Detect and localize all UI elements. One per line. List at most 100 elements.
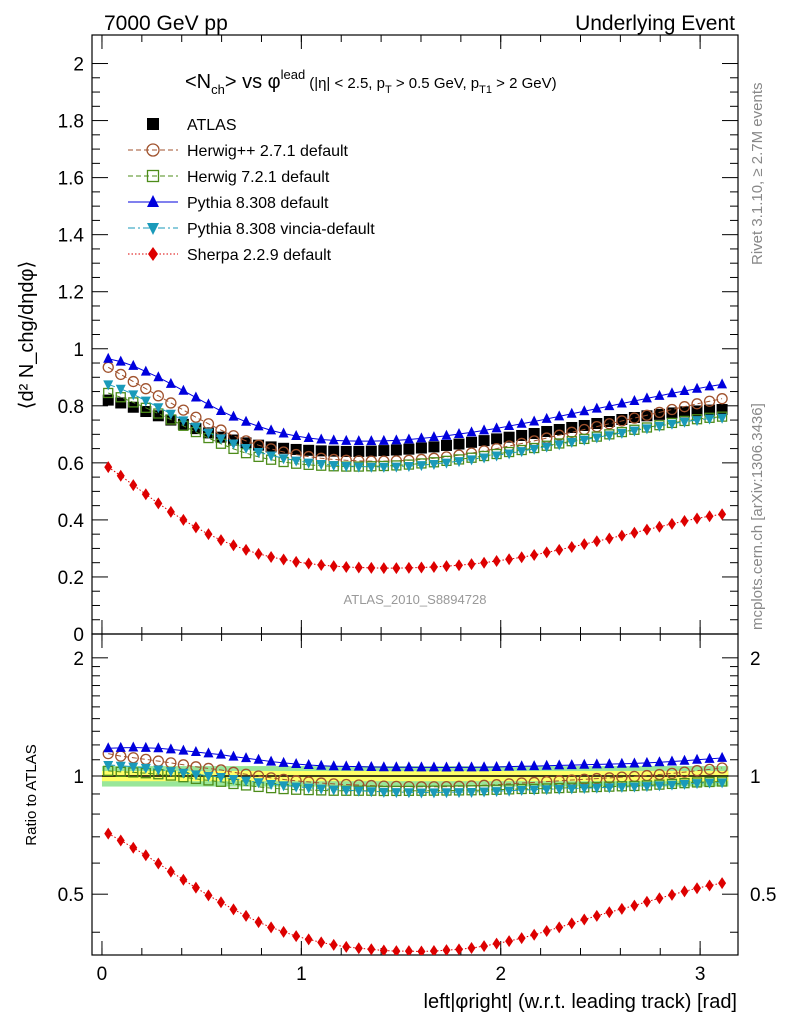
- data-point: [342, 560, 351, 573]
- ratio-data-point: [292, 930, 301, 943]
- main-y-tick-label: 1: [73, 340, 84, 361]
- data-point: [366, 435, 377, 446]
- ratio-data-point: [178, 768, 189, 779]
- ratio-data-point: [579, 758, 590, 769]
- data-point: [115, 355, 126, 366]
- data-point: [404, 561, 413, 574]
- data-point: [604, 400, 615, 411]
- data-point: [390, 444, 402, 456]
- title-cuts: (|η| < 2.5, p: [309, 75, 385, 92]
- ratio-series-4: [103, 760, 728, 799]
- data-point: [153, 371, 164, 382]
- data-point: [354, 561, 363, 574]
- ratio-data-point: [267, 921, 276, 934]
- data-point: [605, 532, 614, 545]
- data-point: [177, 404, 190, 416]
- ratio-data-point: [504, 760, 515, 771]
- ratio-data-point: [190, 745, 201, 756]
- ratio-data-point: [591, 783, 602, 794]
- data-point: [178, 416, 189, 427]
- data-point: [278, 427, 289, 438]
- data-point: [266, 451, 277, 462]
- data-point: [504, 420, 515, 431]
- ratio-y-axis-label: Ratio to ATLAS: [23, 744, 40, 845]
- ratio-data-point: [654, 781, 665, 792]
- data-point: [440, 439, 452, 451]
- legend-marker: [148, 247, 158, 261]
- data-point: [679, 417, 690, 428]
- ratio-x-ticks: 0 1 2 3: [97, 634, 705, 985]
- ratio-data-point: [141, 849, 150, 862]
- ratio-data-point: [654, 756, 665, 767]
- data-point: [479, 453, 490, 464]
- data-point: [241, 415, 252, 426]
- ratio-data-point: [655, 892, 664, 905]
- data-point: [103, 380, 114, 391]
- data-point: [691, 398, 703, 410]
- data-point: [166, 505, 175, 518]
- data-point: [366, 462, 377, 473]
- ratio-y-tick-label-right: 2: [750, 649, 761, 670]
- ratio-y-tick-label-right: 1: [750, 767, 761, 788]
- data-point: [516, 417, 527, 428]
- ratio-data-point: [353, 786, 364, 797]
- data-point: [328, 445, 340, 457]
- data-point: [566, 438, 577, 449]
- data-point: [603, 418, 615, 430]
- title-cuts-sub1: T: [385, 84, 392, 96]
- data-point: [304, 557, 313, 570]
- data-point: [529, 415, 540, 426]
- ratio-data-point: [480, 940, 489, 953]
- data-point: [253, 420, 264, 431]
- data-point: [215, 434, 226, 445]
- data-point: [328, 461, 339, 472]
- ratio-data-point: [454, 761, 465, 772]
- data-point: [102, 394, 114, 406]
- ratio-data-point: [428, 788, 439, 799]
- data-point: [692, 382, 703, 393]
- data-point: [530, 548, 539, 561]
- ratio-data-point: [104, 827, 113, 840]
- ratio-data-point: [166, 865, 175, 878]
- data-point: [541, 442, 552, 453]
- ratio-data-point: [103, 742, 114, 753]
- data-point: [165, 409, 176, 420]
- ratio-data-point: [605, 906, 614, 919]
- ratio-data-point: [229, 903, 238, 916]
- ratio-data-point: [242, 909, 251, 922]
- data-point: [340, 445, 352, 457]
- data-point: [479, 424, 490, 435]
- data-point: [403, 443, 415, 455]
- ratio-data-point: [529, 785, 540, 796]
- main-plot-panel: 0 0.2 0.4 0.6 0.8 1 1.2 1.4 1.6 1.8 2 <Nch> vs φle…: [16, 34, 739, 646]
- ratio-data-point: [316, 784, 327, 795]
- ratio-data-point: [705, 879, 714, 892]
- data-point: [554, 440, 565, 451]
- ratio-data-point: [165, 743, 176, 754]
- ratio-data-point: [492, 937, 501, 950]
- ratio-data-point: [505, 935, 514, 948]
- data-point: [204, 528, 213, 541]
- data-point: [716, 393, 728, 405]
- ratio-data-point: [641, 782, 652, 793]
- data-point: [441, 458, 452, 469]
- ratio-data-point: [165, 767, 176, 778]
- data-point: [579, 435, 590, 446]
- ratio-data-point: [466, 787, 477, 798]
- data-point: [129, 479, 138, 492]
- ratio-data-point: [441, 761, 452, 772]
- ratio-data-point: [566, 784, 577, 795]
- title-cuts-mid: > 0.5 GeV, p: [392, 75, 479, 92]
- data-point: [678, 401, 691, 413]
- main-y-tick-label: 1.8: [58, 112, 84, 133]
- data-point: [692, 416, 703, 427]
- legend-marker: [147, 195, 159, 207]
- data-point: [165, 377, 176, 388]
- data-point: [566, 426, 578, 438]
- x-tick-label: 2: [495, 964, 506, 985]
- legend-marker: [146, 143, 160, 157]
- data-point: [242, 543, 251, 556]
- ratio-data-point: [717, 751, 728, 762]
- ratio-y-tick-label: 0.5: [58, 885, 84, 906]
- title-sub: ch: [211, 82, 225, 97]
